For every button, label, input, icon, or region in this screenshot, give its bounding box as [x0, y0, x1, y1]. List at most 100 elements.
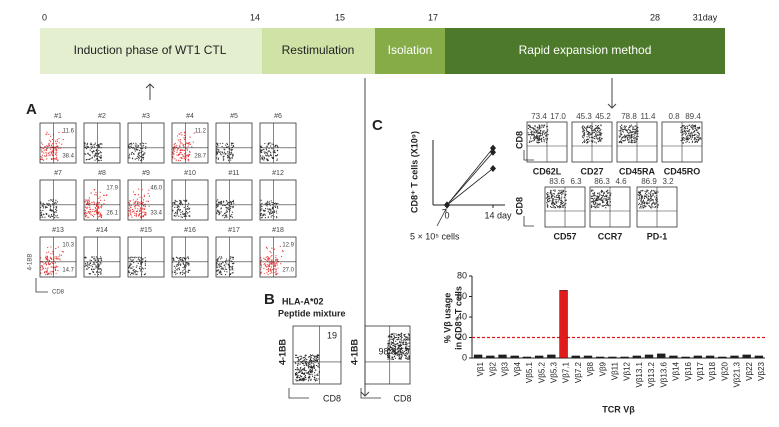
dot	[176, 269, 178, 271]
dot	[128, 270, 130, 272]
phase-label: Restimulation	[282, 43, 355, 57]
dot	[180, 150, 182, 152]
axis-label: CD8	[323, 393, 341, 403]
dot	[146, 200, 148, 202]
dot	[229, 258, 232, 260]
dot	[231, 144, 233, 146]
dot	[181, 216, 184, 218]
dot	[95, 265, 97, 267]
dot	[40, 149, 42, 151]
dot	[97, 259, 100, 261]
dot	[531, 127, 533, 129]
dot	[174, 267, 177, 269]
dot	[174, 145, 176, 147]
dot	[398, 335, 400, 337]
dot	[181, 273, 184, 275]
dot	[260, 271, 262, 273]
dot	[275, 273, 277, 275]
dot	[100, 273, 102, 275]
dot	[94, 146, 96, 148]
dot	[275, 258, 277, 261]
dot	[607, 203, 609, 205]
dot	[84, 265, 86, 268]
dot	[144, 267, 146, 269]
dot	[95, 191, 97, 193]
dot	[186, 199, 188, 201]
dot	[225, 258, 228, 260]
dot	[643, 196, 645, 198]
dot	[655, 190, 657, 192]
dot	[134, 207, 136, 209]
dot	[42, 209, 44, 212]
dot	[276, 264, 278, 266]
dot	[543, 139, 545, 141]
dot	[691, 132, 693, 134]
dot	[218, 149, 220, 151]
dot	[680, 129, 682, 131]
dot	[529, 124, 531, 126]
x-tick-label: Vβ13.1	[635, 361, 644, 387]
x-tick-label: 0	[444, 210, 449, 220]
dot	[139, 196, 141, 198]
dot	[86, 264, 88, 266]
x-tick-label: Vβ11	[611, 361, 620, 380]
dot	[260, 268, 262, 270]
dot	[226, 143, 229, 146]
bar	[730, 355, 739, 359]
dot	[181, 134, 183, 136]
dot	[140, 208, 142, 210]
dot	[128, 215, 130, 217]
y-axis-label: in CD8⁺ T cells	[453, 286, 463, 350]
dot	[651, 202, 654, 204]
dot	[622, 136, 625, 138]
dot	[180, 259, 182, 261]
dot	[55, 272, 57, 274]
dot	[134, 256, 136, 258]
dot	[179, 157, 181, 159]
dot	[182, 155, 184, 157]
dot	[297, 362, 299, 365]
dot	[51, 215, 54, 218]
dot	[689, 135, 691, 137]
dot	[394, 350, 397, 352]
dot	[624, 136, 626, 138]
dot	[233, 262, 235, 264]
dot	[649, 198, 651, 200]
dot-cloud	[590, 189, 612, 209]
dot	[90, 214, 92, 216]
dot	[263, 257, 265, 259]
dot	[225, 206, 227, 208]
dot	[90, 147, 93, 150]
dot	[86, 265, 89, 267]
dot	[134, 148, 136, 150]
dot	[687, 130, 689, 132]
dot	[101, 214, 103, 216]
dot	[220, 273, 222, 275]
dot	[644, 190, 646, 192]
dot	[50, 246, 52, 248]
dot	[274, 264, 276, 267]
dot	[628, 139, 630, 141]
dot	[128, 213, 130, 215]
dot	[233, 145, 235, 148]
dot	[640, 207, 642, 209]
dot	[399, 340, 401, 342]
dot	[309, 369, 311, 371]
dot	[188, 202, 190, 204]
plot-name: #10	[184, 170, 196, 177]
dot	[175, 159, 177, 161]
dot	[312, 360, 314, 362]
dot	[55, 148, 57, 150]
dot	[51, 261, 53, 264]
dot	[638, 191, 640, 194]
dot	[229, 157, 232, 159]
dot	[563, 204, 565, 206]
plot-frame	[215, 236, 253, 278]
dot	[218, 263, 220, 266]
dot	[652, 206, 654, 208]
dot	[231, 267, 234, 269]
dot	[393, 335, 395, 337]
y-tick-label: 40	[457, 311, 467, 321]
dot	[653, 189, 655, 192]
dot	[296, 369, 298, 371]
